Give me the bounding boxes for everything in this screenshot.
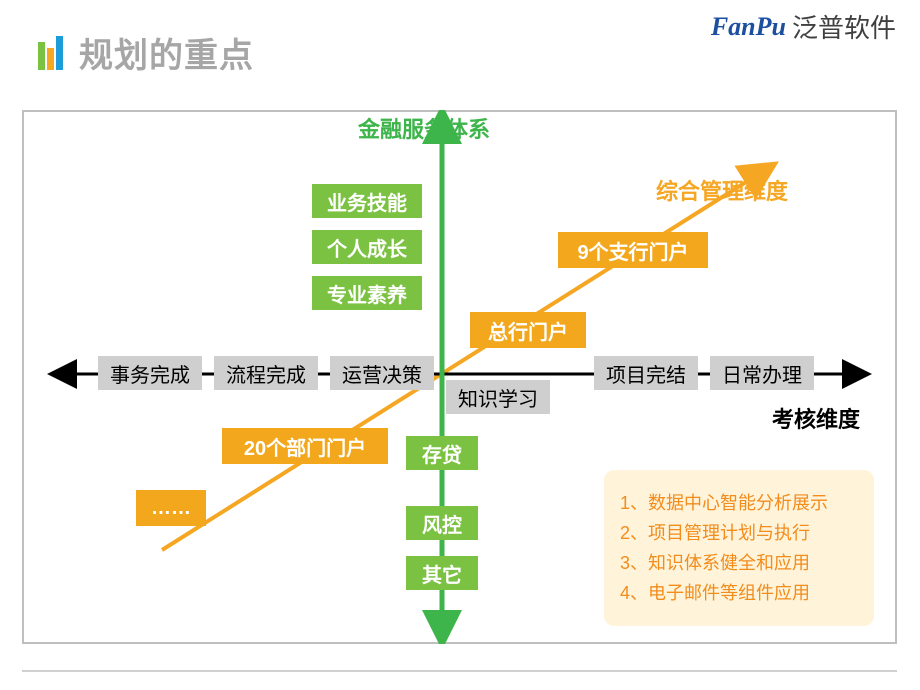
horizontal-axis-label: 考核维度 [772, 402, 860, 434]
legend-item: 1、数据中心智能分析展示 [620, 488, 862, 518]
stripe-green-icon [38, 42, 45, 70]
brand-en: FanPu [711, 12, 786, 42]
diagram-box: 风控 [406, 506, 478, 540]
diagonal-axis-label: 综合管理维度 [656, 174, 788, 206]
legend-box: 1、数据中心智能分析展示 2、项目管理计划与执行 3、知识体系健全和应用 4、电… [604, 470, 874, 626]
legend-item: 3、知识体系健全和应用 [620, 548, 862, 578]
diagram-box: 总行门户 [470, 312, 586, 348]
diagram-box: 20个部门门户 [222, 428, 388, 464]
vertical-axis-label: 金融服务体系 [358, 112, 490, 144]
diagram-box: 其它 [406, 556, 478, 590]
diagram-box: 专业素养 [312, 276, 422, 310]
diagram-box: 事务完成 [98, 356, 202, 390]
page-title: 规划的重点 [79, 28, 254, 77]
diagram-box: 存贷 [406, 436, 478, 470]
stripe-blue-icon [56, 36, 63, 70]
stripe-orange-icon [47, 48, 54, 70]
diagram-box: 业务技能 [312, 184, 422, 218]
diagram-box: 9个支行门户 [558, 232, 708, 268]
diagram-box: 流程完成 [214, 356, 318, 390]
legend-item: 4、电子邮件等组件应用 [620, 578, 862, 608]
page-title-block: 规划的重点 [38, 28, 254, 77]
diagram-box: 个人成长 [312, 230, 422, 264]
brand-cn: 泛普软件 [792, 8, 896, 45]
diagram-box: 日常办理 [710, 356, 814, 390]
brand-logo: FanPu 泛普软件 [711, 8, 896, 45]
diagram-box: 项目完结 [594, 356, 698, 390]
title-decor-stripes [38, 36, 63, 70]
diagram-box: …… [136, 490, 206, 526]
diagram-box: 知识学习 [446, 380, 550, 414]
footer-rule [22, 670, 897, 672]
diagram-box: 运营决策 [330, 356, 434, 390]
legend-item: 2、项目管理计划与执行 [620, 518, 862, 548]
